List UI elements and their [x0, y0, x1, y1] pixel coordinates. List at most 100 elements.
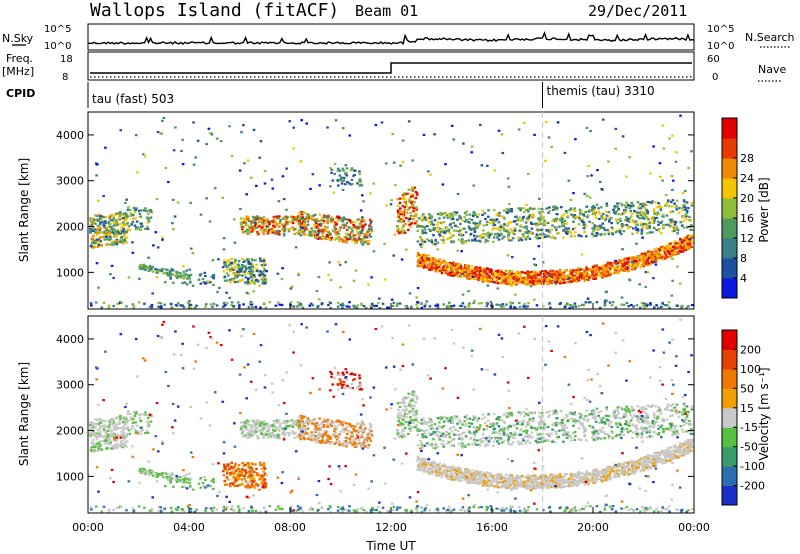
power-cell-2443 — [627, 258, 630, 261]
power-cell-1131 — [321, 232, 324, 235]
power-cell-2793 — [596, 233, 600, 236]
power-cell-2072 — [421, 254, 425, 257]
power-cell-2623 — [423, 256, 426, 259]
velocity-cell-407 — [197, 482, 201, 485]
velocity-cell-79 — [102, 428, 106, 431]
power-cell-1614 — [504, 279, 508, 283]
power-cell-868 — [337, 235, 341, 239]
power-cell-912 — [306, 223, 310, 226]
power-cell-3935 — [239, 207, 242, 211]
power-cell-3758 — [533, 298, 536, 301]
velocity-cell-486 — [237, 470, 240, 473]
power-cell-3219 — [636, 229, 640, 232]
velocity-cell-404 — [203, 475, 207, 478]
power-cell-2945 — [473, 229, 476, 232]
power-cell-3489 — [551, 236, 554, 239]
power-cell-1331 — [398, 201, 402, 204]
power-cell-3055 — [657, 229, 660, 232]
power-cell-3808 — [326, 126, 329, 129]
power-cell-3197 — [569, 232, 573, 235]
power-cell-2990 — [430, 228, 433, 232]
power-cell-2083 — [485, 278, 489, 281]
power-cell-2896 — [561, 215, 564, 218]
power-cell-2680 — [549, 279, 552, 282]
power-cell-4038 — [428, 305, 432, 308]
power-cell-2440 — [655, 253, 659, 256]
power-cell-854 — [314, 236, 317, 239]
velocity-cell-189 — [114, 423, 118, 426]
power-cell-141 — [90, 217, 94, 220]
velocity-cell-607 — [255, 473, 259, 476]
power-cell-3661 — [333, 162, 337, 165]
power-cell-3802 — [372, 182, 376, 185]
power-cell-1320 — [411, 189, 415, 192]
power-cell-3795 — [601, 118, 605, 121]
power-cell-1317 — [402, 196, 405, 199]
power-cell-3033 — [612, 208, 615, 211]
power-cell-4124 — [174, 303, 178, 307]
velocity-cell-291 — [150, 415, 154, 418]
power-cell-3437 — [586, 214, 590, 217]
power-cell-3865 — [356, 232, 360, 235]
power-cell-3148 — [536, 237, 539, 240]
power-cell-3952 — [199, 213, 203, 216]
power-cell-3810 — [317, 276, 321, 279]
power-cell-447 — [262, 275, 265, 278]
power-cell-3054 — [656, 206, 659, 209]
power-cell-1299 — [402, 192, 406, 195]
power-cell-2456 — [455, 266, 459, 269]
power-cell-2631 — [637, 256, 641, 259]
power-cell-260 — [135, 220, 139, 223]
power-cell-2580 — [670, 253, 674, 256]
power-cell-744 — [242, 221, 246, 224]
velocity-cell-603 — [228, 482, 232, 485]
power-cell-3417 — [573, 207, 576, 210]
velocity-cell-582 — [234, 469, 238, 472]
power-cell-362 — [140, 266, 144, 269]
power-cell-892 — [310, 234, 314, 238]
power-cell-731 — [272, 224, 275, 227]
power-cell-207 — [109, 222, 112, 225]
velocity-cell-348 — [158, 474, 162, 477]
power-cell-2482 — [600, 265, 604, 268]
power-cell-3368 — [484, 217, 487, 221]
power-cell-3828 — [359, 209, 363, 212]
power-cell-446 — [259, 272, 263, 275]
power-cell-3459 — [502, 225, 505, 228]
power-cell-2242 — [510, 279, 514, 282]
velocity-cell-584 — [226, 469, 229, 472]
power-cell-3097 — [648, 222, 651, 225]
power-cell-4197 — [237, 301, 240, 304]
power-cell-769 — [261, 226, 264, 229]
power-cell-3800 — [569, 198, 573, 202]
power-cell-2034 — [432, 267, 436, 270]
power-cell-3917 — [525, 203, 528, 206]
power-cell-2709 — [658, 248, 661, 251]
power-cell-1262 — [403, 208, 407, 211]
power-cell-1291 — [414, 190, 418, 194]
power-cell-2419 — [457, 269, 460, 272]
power-cell-3945 — [125, 198, 128, 201]
power-cell-2534 — [480, 272, 483, 275]
power-cell-505 — [227, 259, 231, 262]
power-cell-943 — [318, 213, 321, 216]
power-cell-363 — [151, 265, 155, 269]
power-cell-3154 — [442, 235, 445, 238]
power-cell-3919 — [396, 220, 400, 223]
power-cell-713 — [269, 231, 273, 234]
power-cell-2538 — [656, 256, 660, 260]
power-cell-584 — [226, 265, 229, 268]
power-cell-2511 — [445, 268, 449, 271]
power-cell-2581 — [628, 264, 631, 267]
power-cell-812 — [292, 218, 295, 221]
power-cell-4195 — [375, 304, 378, 307]
power-cell-3566 — [594, 216, 598, 219]
power-cell-3822 — [511, 256, 514, 259]
power-cell-3666 — [192, 163, 196, 166]
power-cell-2535 — [438, 258, 442, 261]
power-cell-288 — [133, 211, 137, 214]
power-cell-3523 — [432, 227, 436, 230]
power-cell-3472 — [449, 222, 452, 226]
power-cell-646 — [266, 218, 269, 221]
power-cell-366 — [143, 265, 146, 268]
